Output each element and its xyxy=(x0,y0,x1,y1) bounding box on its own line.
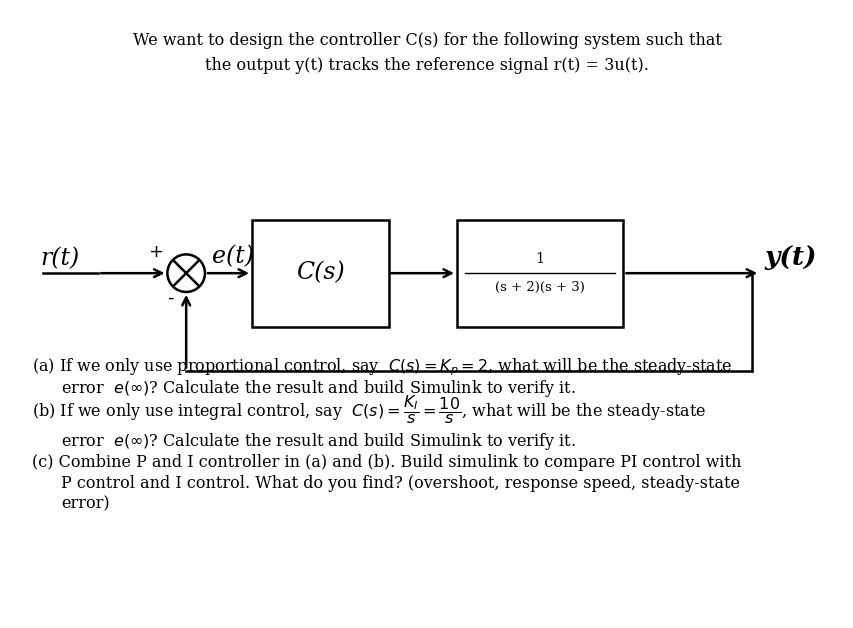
Text: (s + 2)(s + 3): (s + 2)(s + 3) xyxy=(495,281,584,293)
Text: e(t): e(t) xyxy=(212,245,253,268)
Text: 1: 1 xyxy=(535,252,544,266)
FancyBboxPatch shape xyxy=(456,220,623,327)
Text: r(t): r(t) xyxy=(40,247,79,270)
Text: +: + xyxy=(148,242,163,261)
Text: error  $\mathit{e}(\infty)$? Calculate the result and build Simulink to verify i: error $\mathit{e}(\infty)$? Calculate th… xyxy=(61,377,576,399)
Text: We want to design the controller C(s) for the following system such that: We want to design the controller C(s) fo… xyxy=(132,32,721,50)
Text: error  $\mathit{e}(\infty)$? Calculate the result and build Simulink to verify i: error $\mathit{e}(\infty)$? Calculate th… xyxy=(61,431,576,452)
Text: C(s): C(s) xyxy=(295,262,345,284)
Text: y(t): y(t) xyxy=(763,245,815,270)
Text: -: - xyxy=(166,289,173,307)
FancyBboxPatch shape xyxy=(252,220,388,327)
Text: error): error) xyxy=(61,495,110,513)
Text: (c) Combine P and I controller in (a) and (b). Build simulink to compare PI cont: (c) Combine P and I controller in (a) an… xyxy=(32,454,741,472)
Text: the output y(t) tracks the reference signal r(t) = 3u(t).: the output y(t) tracks the reference sig… xyxy=(205,57,648,75)
Text: (b) If we only use integral control, say  $\mathit{C(s)} = \dfrac{K_I}{s} = \dfr: (b) If we only use integral control, say… xyxy=(32,393,706,426)
Text: P control and I control. What do you find? (overshoot, response speed, steady-st: P control and I control. What do you fin… xyxy=(61,475,740,492)
Text: (a) If we only use proportional control, say  $\mathit{C(s)} = K_p = 2$, what wi: (a) If we only use proportional control,… xyxy=(32,357,732,378)
